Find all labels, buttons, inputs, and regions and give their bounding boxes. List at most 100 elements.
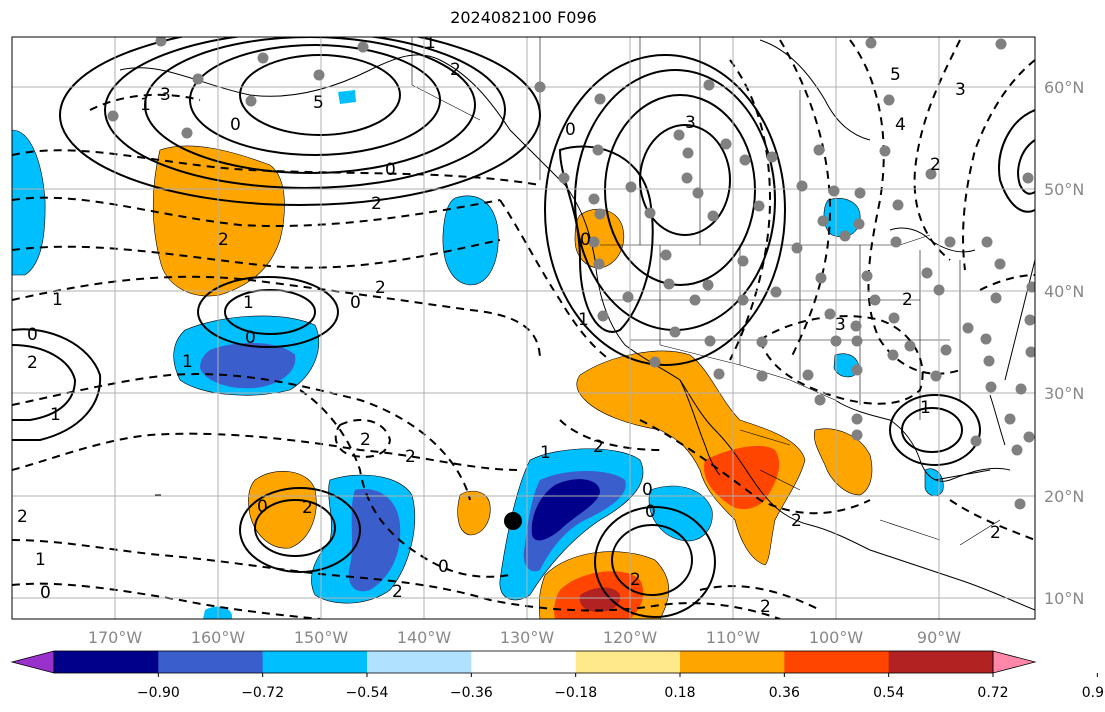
- colorbar-swatch: [680, 651, 785, 673]
- dash-19: [639, 419, 871, 515]
- contour-label: 3: [685, 113, 696, 133]
- contour-label: 0: [645, 502, 656, 522]
- lat-tick-label: 40°N: [1044, 282, 1084, 301]
- coast-cuba: [934, 469, 991, 481]
- contour-label: 0: [40, 583, 51, 603]
- contour-label: 0: [565, 120, 576, 140]
- contour-label: 0: [580, 230, 591, 250]
- colorbar-tick-label: 0.54: [873, 685, 904, 701]
- contour-high-nw-4: [544, 54, 786, 366]
- lon-tick-label: 110°W: [706, 628, 761, 647]
- contour-label: 4: [895, 115, 906, 135]
- colorbar-extend-low: [10, 650, 55, 674]
- coast-eastcoast: [1004, 259, 1035, 381]
- dash-17: [962, 59, 1035, 271]
- contour-high-nw-2: [604, 94, 756, 286]
- colorbar: [10, 650, 1037, 674]
- border-alaska-canada: [411, 37, 481, 121]
- colorbar-swatch: [784, 651, 890, 673]
- shade-red-mexico: [704, 445, 780, 510]
- colorbar-frame: [53, 650, 994, 674]
- dash-23: [89, 93, 201, 111]
- shade-darkred-120w-10n: [579, 587, 621, 612]
- contour-label: 5: [890, 65, 901, 85]
- contour-label: 0: [257, 497, 268, 517]
- lat-tick-label: 50°N: [1044, 180, 1084, 199]
- lat-tick-label: 10°N: [1044, 589, 1084, 608]
- contours-dashed: [12, 39, 1035, 619]
- contour-label: 2: [902, 290, 913, 310]
- lon-tick-label: 130°W: [500, 628, 555, 647]
- contour-label: 2: [630, 570, 641, 590]
- lat-tick-label: 60°N: [1044, 78, 1084, 97]
- dash-12: [729, 59, 772, 361]
- shade-blue-137w: [442, 195, 499, 286]
- contour-label: 1: [540, 443, 551, 463]
- dash-18: [979, 274, 1035, 291]
- shade-blue-alaska: [338, 90, 356, 104]
- contour-high-nw-1: [639, 124, 731, 236]
- colorbar-swatch: [262, 651, 368, 673]
- map-title: 2024082100 F096: [450, 8, 597, 27]
- dash-11: [334, 419, 392, 458]
- coast-greatlakes: [889, 227, 976, 253]
- colorbar-swatch: [158, 651, 264, 673]
- contour-high-alaska-2: [189, 44, 441, 156]
- colorbar-tick-label: −0.36: [450, 685, 493, 701]
- gridlines: [12, 37, 1035, 619]
- lon-tick-label: 100°W: [809, 628, 864, 647]
- shade-navy-125w: [531, 479, 600, 541]
- contour-gulf-1: [901, 407, 963, 453]
- dash-20: [559, 419, 661, 451]
- contour-label: 0: [230, 115, 241, 135]
- contour-label: 1: [52, 290, 63, 310]
- contour-label: 1: [920, 398, 931, 418]
- contour-label: 2: [371, 194, 382, 214]
- dash-2: [12, 196, 501, 227]
- contour-label: 0: [245, 328, 256, 348]
- lon-tick-label: 160°W: [191, 628, 246, 647]
- contour-label: 2: [392, 582, 403, 602]
- contour-label: 2: [760, 597, 771, 617]
- colorbar-swatch: [575, 651, 681, 673]
- colorbar-tick-label: 0.72: [977, 685, 1008, 701]
- contour-label: 2: [218, 230, 229, 250]
- contour-sub-pac-1: [224, 289, 316, 335]
- contour-label: 3: [955, 80, 966, 100]
- contour-west-low-2: [12, 344, 77, 421]
- contour-label: 1: [182, 352, 193, 372]
- contour-cent-low-1: [611, 524, 693, 596]
- contour-west-low: [12, 328, 102, 441]
- colorbar-tick-label: −0.72: [241, 685, 284, 701]
- contour-label: 2: [405, 447, 416, 467]
- contour-label: 1: [50, 405, 61, 425]
- lat-tick-label: 30°N: [1044, 384, 1084, 403]
- coast-hudson: [759, 39, 871, 141]
- contour-high-alaska-5: [59, 37, 541, 206]
- contour-high-alaska-4: [104, 37, 506, 189]
- contour-label: 0: [385, 160, 396, 180]
- contour-gulf-2: [889, 394, 981, 466]
- coast-westcoast: [564, 184, 1035, 611]
- dash-4: [12, 275, 541, 361]
- contour-label: 2: [593, 437, 604, 457]
- contour-label: 3: [835, 315, 846, 335]
- colorbar-tick-labels: −0.90 −0.72 −0.54 −0.36 −0.18 0.18 0.36 0.54 0.7…: [137, 673, 1105, 701]
- location-marker: [504, 512, 522, 530]
- dash-1: [12, 149, 541, 186]
- colorbar-tick-label: 0.36: [769, 685, 800, 701]
- colorbar-extend-high: [992, 650, 1037, 674]
- contour-label: 0: [350, 293, 361, 313]
- dash-6: [12, 432, 521, 471]
- contour-label: 2: [791, 511, 802, 531]
- longitude-axis: 170°W 160°W 150°W 140°W 130°W 120°W 110°…: [88, 628, 961, 647]
- contour-label: 1: [425, 33, 436, 53]
- colorbar-swatch: [888, 651, 994, 673]
- contour-ne-1: [998, 109, 1035, 213]
- contour-sub-pac-2: [197, 276, 339, 348]
- dash-10: [499, 199, 611, 361]
- border-mexico-states: [739, 429, 1001, 546]
- contour-label: 1: [140, 95, 151, 115]
- shade-orange-133w: [457, 490, 491, 536]
